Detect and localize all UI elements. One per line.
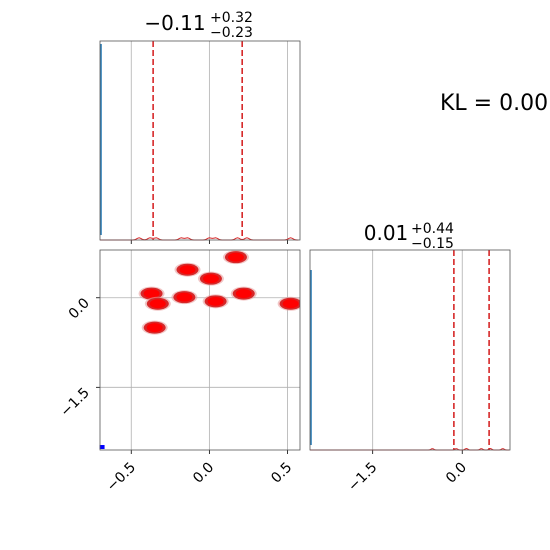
sample-cluster bbox=[143, 289, 160, 299]
x-tick-label-param2: 0.0 bbox=[443, 460, 470, 487]
param1-title-value: −0.11 bbox=[144, 11, 205, 35]
x-tick-label-param1: 0.5 bbox=[268, 460, 295, 487]
param2-title-lower: −0.15 bbox=[411, 236, 454, 252]
panel-frame bbox=[309, 249, 511, 451]
marker-point bbox=[99, 445, 105, 450]
sample-cluster bbox=[179, 265, 196, 275]
panel-frame bbox=[99, 40, 301, 241]
sample-cluster bbox=[202, 274, 219, 284]
x-tick-label-param2: −1.5 bbox=[345, 460, 380, 495]
param1-title: −0.11 bbox=[144, 11, 205, 35]
y-tick-label-param2: −1.5 bbox=[57, 385, 92, 420]
cluster-group bbox=[138, 250, 300, 335]
panel-frame bbox=[99, 249, 301, 451]
sample-cluster bbox=[235, 289, 252, 299]
sample-cluster bbox=[176, 292, 193, 302]
sample-cluster bbox=[227, 252, 244, 262]
sample-cluster bbox=[146, 323, 163, 333]
sample-cluster bbox=[282, 299, 299, 309]
histogram-param1-panel bbox=[99, 40, 301, 244]
histogram-param2-panel bbox=[309, 249, 511, 454]
param2-title-value: 0.01 bbox=[364, 221, 409, 245]
sample-cluster bbox=[207, 296, 224, 306]
joint-density-panel bbox=[96, 249, 301, 454]
param1-title-lower: −0.23 bbox=[210, 25, 253, 41]
y-tick-label-param2: 0.0 bbox=[66, 295, 93, 322]
param1-title-upper: +0.32 bbox=[210, 10, 253, 26]
param2-title-upper: +0.44 bbox=[411, 221, 454, 237]
x-tick-label-param1: −0.5 bbox=[104, 460, 139, 495]
kl-annotation: KL = 0.00 bbox=[440, 91, 548, 116]
x-tick-label-param1: 0.0 bbox=[190, 460, 217, 487]
sample-cluster bbox=[149, 299, 166, 309]
axis-tick-labels: −0.5 0.0 0.5 0.0 −1.5 0.0 −1.5 bbox=[57, 295, 470, 495]
